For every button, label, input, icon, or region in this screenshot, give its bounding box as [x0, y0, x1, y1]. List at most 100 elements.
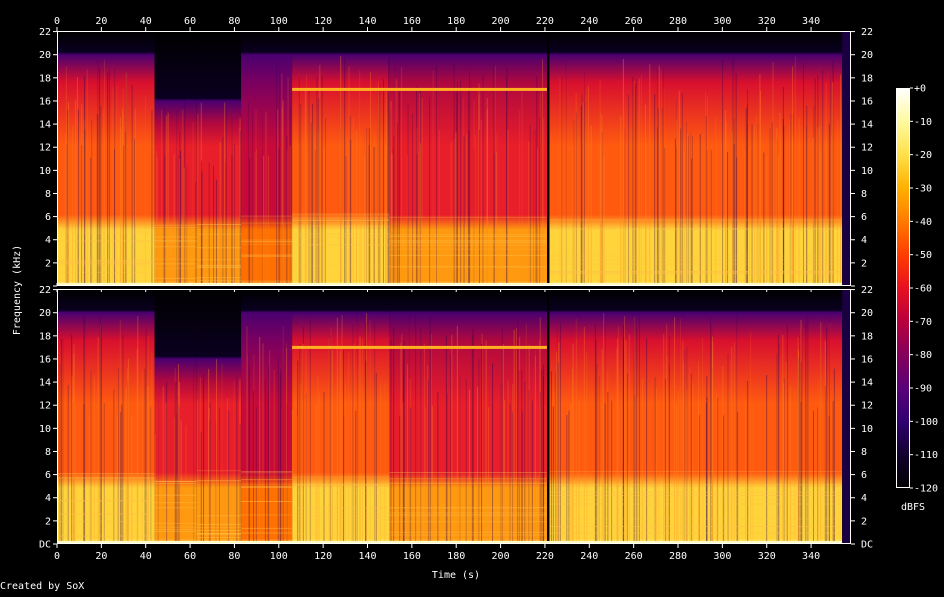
x-tick-label-top: 120 [314, 16, 332, 27]
x-tick-label-bottom: 120 [314, 551, 332, 562]
colorbar-label: dBFS [901, 502, 925, 513]
channel-1-plot [57, 31, 851, 286]
y-tick-label-right: 18 [861, 331, 873, 342]
x-tick-label-top: 300 [713, 16, 731, 27]
colorbar-gradient [896, 88, 910, 488]
x-tick-label-top: 260 [625, 16, 643, 27]
y-tick-label-right: 2 [861, 258, 867, 269]
tone-band [292, 345, 548, 349]
colorbar-tick-label: -110 [914, 450, 938, 461]
x-tick-label-bottom: 20 [95, 551, 107, 562]
y-tick-label-left: 12 [39, 143, 51, 154]
x-tick-label-bottom: 60 [184, 551, 196, 562]
x-tick-label-top: 280 [669, 16, 687, 27]
x-tick-label-top: 0 [54, 16, 60, 27]
segment-band [57, 289, 155, 544]
x-tick-label-bottom: 260 [625, 551, 643, 562]
colorbar-tick-label: -60 [914, 284, 932, 295]
y-tick-label-left: 8 [45, 189, 51, 200]
x-tick-label-top: 40 [140, 16, 152, 27]
y-tick-label-right: 2 [861, 516, 867, 527]
segment-band [389, 31, 548, 286]
y-tick-label-left: 14 [39, 378, 51, 389]
y-tick-label-right: 6 [861, 212, 867, 223]
colorbar-tick-label: -90 [914, 384, 932, 395]
x-tick-label-top: 100 [270, 16, 288, 27]
y-tick-label-right: DC [861, 540, 873, 551]
colorbar-tick-label: -20 [914, 150, 932, 161]
segment-band [389, 289, 548, 544]
y-tick-label-left: 16 [39, 354, 51, 365]
y-tick-label-left: 18 [39, 73, 51, 84]
x-tick-label-top: 140 [358, 16, 376, 27]
x-tick-label-top: 20 [95, 16, 107, 27]
dc-line [57, 283, 843, 286]
channel-2-plot [57, 289, 851, 544]
colorbar-tick-label: -80 [914, 350, 932, 361]
segment-band [196, 289, 242, 544]
y-tick-label-left: 6 [45, 212, 51, 223]
x-tick-label-bottom: 340 [802, 551, 820, 562]
dc-line [57, 541, 843, 544]
y-tick-label-left: DC [39, 540, 51, 551]
y-tick-label-left: 10 [39, 166, 51, 177]
colorbar-tick-label: -120 [914, 484, 938, 495]
y-tick-label-left: 2 [45, 516, 51, 527]
credit-text: Created by SoX [0, 581, 84, 592]
y-tick-label-right: 12 [861, 143, 873, 154]
y-tick-label-right: 14 [861, 120, 873, 131]
colorbar-tick-label: -50 [914, 250, 932, 261]
segment-band [154, 31, 197, 286]
y-tick-label-left: 22 [39, 27, 51, 38]
colorbar-tick-label: -100 [914, 417, 938, 428]
segment-band [154, 289, 197, 544]
x-axis-label: Time (s) [432, 570, 480, 581]
y-tick-label-left: 22 [39, 285, 51, 296]
x-tick-label-top: 160 [403, 16, 421, 27]
x-tick-label-bottom: 240 [580, 551, 598, 562]
x-tick-label-top: 320 [758, 16, 776, 27]
x-tick-label-top: 340 [802, 16, 820, 27]
x-tick-label-top: 80 [228, 16, 240, 27]
y-tick-label-right: 12 [861, 401, 873, 412]
x-tick-label-bottom: 40 [140, 551, 152, 562]
y-tick-label-left: 20 [39, 308, 51, 319]
y-tick-label-right: 22 [861, 27, 873, 38]
y-tick-label-left: 20 [39, 50, 51, 61]
colorbar-tick-label: -10 [914, 117, 932, 128]
colorbar-tick-label: +0 [914, 84, 926, 95]
y-tick-label-right: 10 [861, 424, 873, 435]
plot-frame [57, 31, 851, 286]
y-tick-label-right: 16 [861, 354, 873, 365]
y-tick-label-left: 12 [39, 401, 51, 412]
x-tick-label-bottom: 320 [758, 551, 776, 562]
x-tick-label-bottom: 140 [358, 551, 376, 562]
tail-fade [842, 31, 851, 286]
segment-band [549, 289, 843, 544]
y-tick-label-left: 8 [45, 447, 51, 458]
y-tick-label-right: 8 [861, 447, 867, 458]
y-tick-label-right: 16 [861, 96, 873, 107]
x-tick-label-bottom: 200 [492, 551, 510, 562]
x-tick-label-bottom: 180 [447, 551, 465, 562]
y-tick-label-right: 22 [861, 285, 873, 296]
x-tick-label-top: 180 [447, 16, 465, 27]
colorbar-tick-label: -30 [914, 184, 932, 195]
plot-frame [57, 289, 851, 544]
y-tick-label-left: 2 [45, 258, 51, 269]
y-tick-label-right: 20 [861, 308, 873, 319]
x-tick-label-bottom: 0 [54, 551, 60, 562]
x-tick-label-top: 220 [536, 16, 554, 27]
x-tick-label-bottom: 280 [669, 551, 687, 562]
colorbar-tick-label: -40 [914, 217, 932, 228]
tail-fade [842, 289, 851, 544]
silence-gap [547, 31, 550, 286]
y-tick-label-right: 20 [861, 50, 873, 61]
y-tick-label-left: 14 [39, 120, 51, 131]
y-tick-label-right: 18 [861, 73, 873, 84]
silence-gap [547, 289, 550, 544]
colorbar-tick-label: -70 [914, 317, 932, 328]
y-tick-label-left: 16 [39, 96, 51, 107]
y-tick-label-left: 4 [45, 493, 51, 504]
